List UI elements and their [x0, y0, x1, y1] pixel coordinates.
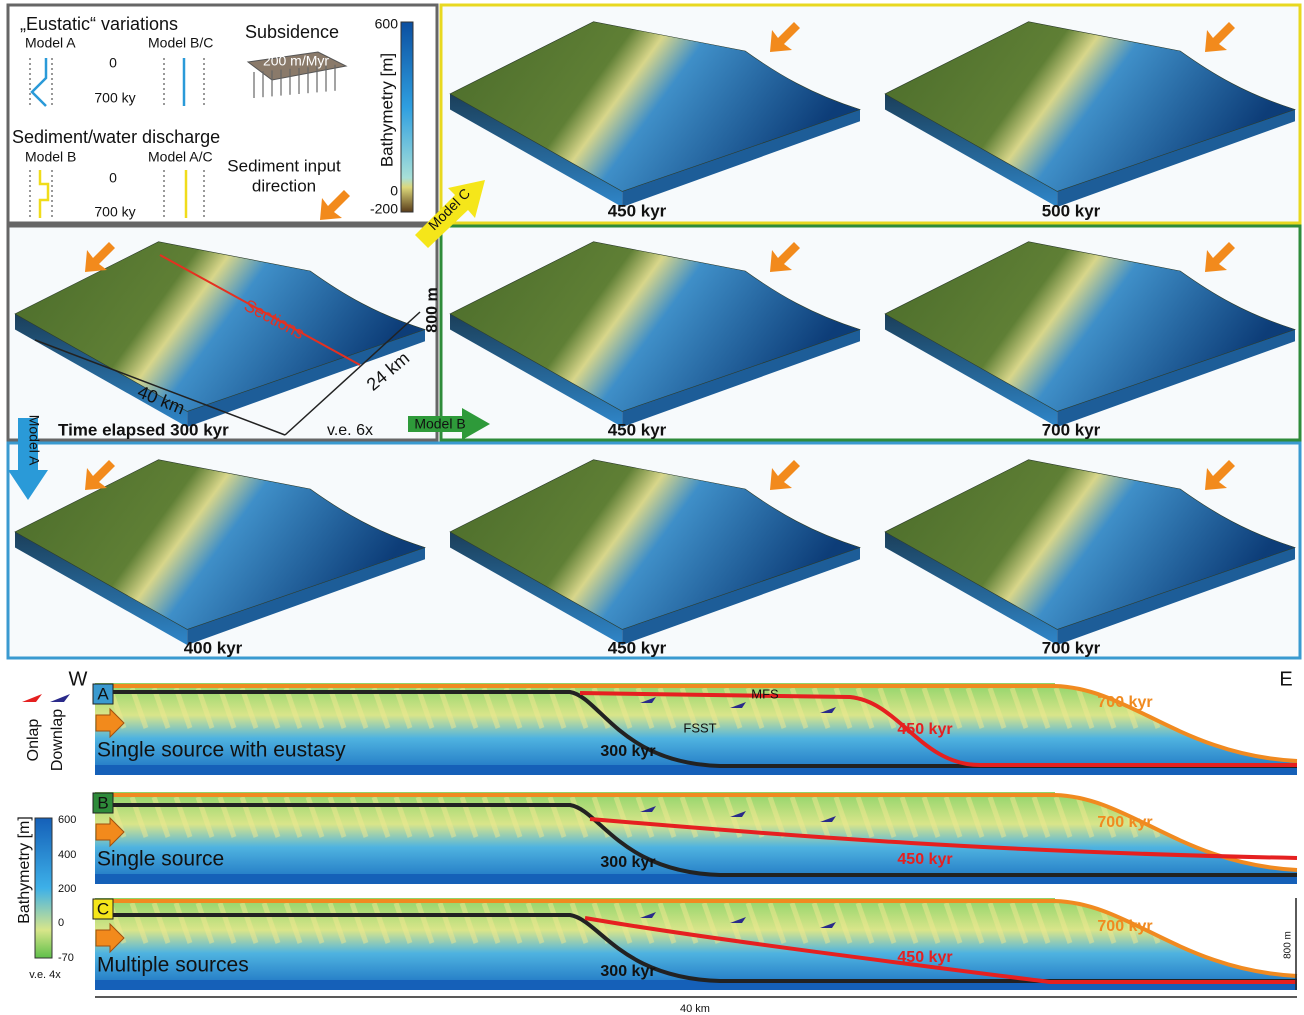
- label: v.e. 4x: [29, 969, 61, 981]
- panel-label: 400 kyr: [184, 638, 243, 657]
- label: 600: [58, 814, 76, 826]
- label: Single source with eustasy: [97, 739, 346, 762]
- row-letter: A: [97, 684, 109, 703]
- model-label: Model B: [414, 416, 465, 432]
- panel-label: 450 kyr: [608, 201, 667, 220]
- onlap-marker: [22, 694, 42, 702]
- label: 0: [58, 917, 64, 929]
- label: 300 kyr: [600, 854, 655, 871]
- label: 700 ky: [94, 90, 135, 106]
- label: Model A: [25, 35, 76, 51]
- label: Downlap: [49, 709, 66, 771]
- label: Onlap: [25, 719, 42, 762]
- colorbar: [35, 818, 52, 958]
- label: 800 m: [424, 287, 441, 332]
- label: 400: [58, 849, 76, 861]
- label: Sediment/water discharge: [12, 127, 220, 147]
- label: 0: [390, 183, 398, 199]
- label: W: [69, 668, 88, 690]
- panel-label: 700 kyr: [1042, 638, 1101, 657]
- label: 300 kyr: [600, 743, 655, 760]
- label: 40 km: [680, 1003, 710, 1015]
- label: 700 kyr: [1097, 694, 1152, 711]
- label: Sediment input: [227, 156, 341, 175]
- label: 700 kyr: [1097, 814, 1152, 831]
- label: 300 kyr: [600, 963, 655, 980]
- label: E: [1279, 668, 1292, 690]
- panel-label: 450 kyr: [608, 420, 667, 439]
- label: 450 kyr: [897, 949, 952, 966]
- colorbar: [401, 22, 413, 212]
- label: 450 kyr: [897, 851, 952, 868]
- label: 0: [109, 170, 117, 186]
- panel-label: 700 kyr: [1042, 420, 1101, 439]
- label: „Eustatic“ variations: [20, 14, 178, 34]
- label: Single source: [97, 848, 224, 871]
- label: 600: [375, 16, 399, 32]
- label: Model B/C: [148, 35, 213, 51]
- page: „Eustatic“ variationsModel AModel B/C070…: [0, 0, 1304, 1015]
- label: 450 kyr: [897, 721, 952, 738]
- downlap-marker: [50, 694, 70, 702]
- label: Model B: [25, 149, 76, 165]
- row-letter: C: [97, 899, 109, 918]
- panel-label: 450 kyr: [608, 638, 667, 657]
- label: MFS: [751, 686, 779, 701]
- label: direction: [252, 176, 316, 195]
- label: 0: [109, 55, 117, 71]
- label: 200: [58, 883, 76, 895]
- figure: „Eustatic“ variationsModel AModel B/C070…: [0, 0, 1304, 1015]
- panel-label: 500 kyr: [1042, 201, 1101, 220]
- label: 700 ky: [94, 204, 135, 220]
- label: Bathymetry [m]: [16, 816, 33, 924]
- label: -200: [370, 201, 398, 217]
- row-letter: B: [97, 793, 108, 812]
- label: Subsidence: [245, 22, 339, 42]
- label: FSST: [683, 720, 716, 735]
- label: Bathymetry [m]: [377, 53, 396, 167]
- model-label: Model A: [26, 415, 42, 466]
- label: v.e. 6x: [327, 422, 373, 439]
- label: 800 m: [1283, 931, 1294, 959]
- label: Model A/C: [148, 149, 213, 165]
- label: Multiple sources: [97, 954, 249, 977]
- label: Time elapsed 300 kyr: [58, 420, 229, 439]
- label: -70: [58, 952, 74, 964]
- label: 200 m/Myr: [263, 53, 329, 69]
- label: 700 kyr: [1097, 918, 1152, 935]
